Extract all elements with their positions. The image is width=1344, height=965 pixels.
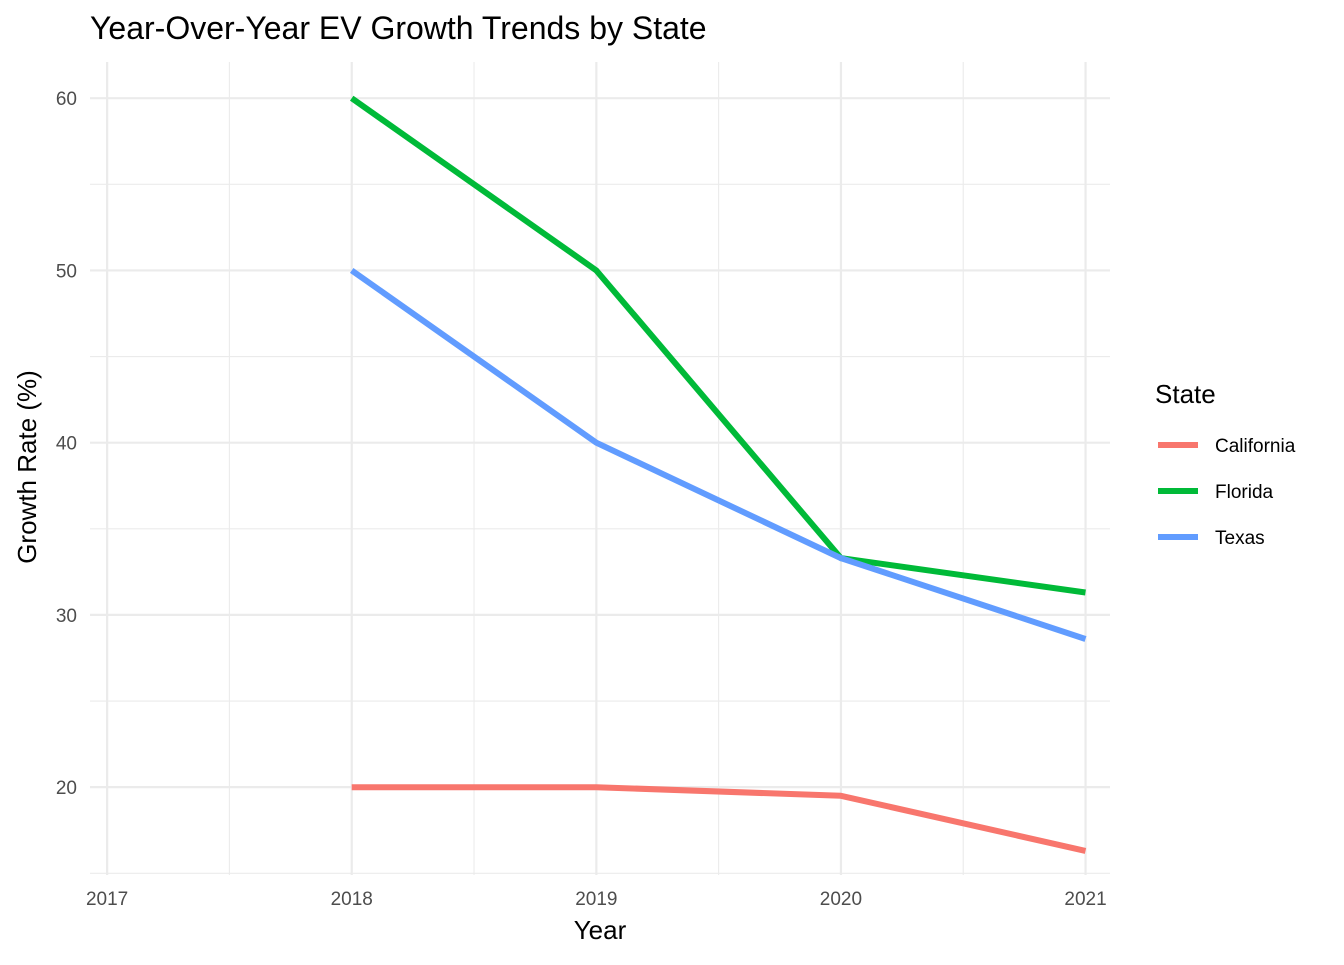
- legend-label-florida: Florida: [1215, 482, 1274, 503]
- y-tick-label: 60: [56, 89, 77, 110]
- series-line-california: [351, 784, 1087, 854]
- x-tick-label: 2020: [820, 889, 862, 910]
- legend-label-texas: Texas: [1215, 528, 1265, 549]
- y-tick-label: 40: [56, 434, 77, 455]
- legend-title: State: [1155, 379, 1216, 409]
- legend-item-california: California: [1158, 436, 1296, 457]
- y-tick-label: 30: [56, 606, 77, 627]
- series-line-texas: [349, 267, 1087, 642]
- series-line-florida: [349, 95, 1086, 596]
- chart-title: Year-Over-Year EV Growth Trends by State: [90, 10, 707, 46]
- y-tick-labels: 20 30 40 50 60: [56, 89, 77, 799]
- x-tick-label: 2019: [575, 889, 617, 910]
- legend-items: California Florida Texas: [1158, 436, 1296, 549]
- y-tick-label: 50: [56, 261, 77, 282]
- series-lines: [349, 95, 1087, 854]
- legend: State California Florida Texas: [1155, 379, 1296, 549]
- minor-gridlines: [90, 62, 1110, 875]
- y-axis-label: Growth Rate (%): [12, 370, 42, 564]
- y-tick-label: 20: [56, 778, 77, 799]
- legend-item-texas: Texas: [1158, 528, 1265, 549]
- x-tick-label: 2021: [1064, 889, 1106, 910]
- x-axis-label: Year: [574, 915, 627, 945]
- x-tick-label: 2017: [86, 889, 128, 910]
- legend-item-florida: Florida: [1158, 482, 1274, 503]
- x-tick-labels: 2017 2018 2019 2020 2021: [86, 889, 1107, 910]
- x-tick-label: 2018: [331, 889, 373, 910]
- legend-label-california: California: [1215, 436, 1296, 457]
